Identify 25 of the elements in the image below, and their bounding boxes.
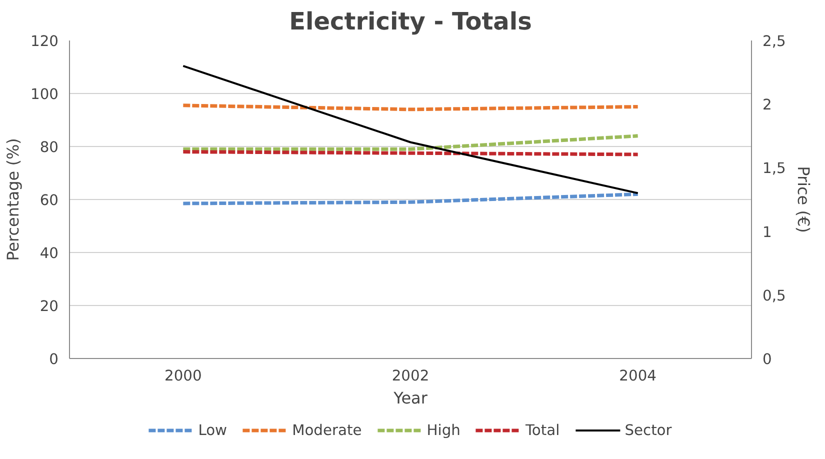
y2-tick-label: 0 <box>762 351 772 368</box>
y-tick-label: 0 <box>49 351 59 368</box>
legend-label: Low <box>198 422 228 438</box>
y2-tick-label: 2 <box>762 96 772 114</box>
y-tick-label: 60 <box>40 192 59 209</box>
legend-label: Moderate <box>292 422 362 438</box>
legend-label: Sector <box>624 422 672 438</box>
y-axis-title: Percentage (%) <box>4 138 23 261</box>
legend-label: High <box>426 422 460 438</box>
y-tick-label: 20 <box>40 298 59 315</box>
legend-label: Total <box>525 422 560 438</box>
x-tick-label: 2000 <box>164 368 202 384</box>
x-tick-label: 2002 <box>392 368 430 384</box>
y-tick-label: 100 <box>30 86 59 103</box>
x-tick-label: 2004 <box>619 368 656 384</box>
chart-title: Electricity - Totals <box>289 8 532 36</box>
y-tick-label: 120 <box>30 33 59 50</box>
y2-tick-label: 1 <box>762 224 772 241</box>
y-tick-label: 40 <box>40 245 59 262</box>
x-axis-title: Year <box>392 388 428 408</box>
y2-tick-label: 1,5 <box>762 160 786 178</box>
y2-tick-label: 0,5 <box>762 287 786 304</box>
y2-tick-label: 2,5 <box>762 33 786 50</box>
y-tick-label: 80 <box>40 139 59 156</box>
y2-axis-title: Price (€) <box>794 166 813 233</box>
